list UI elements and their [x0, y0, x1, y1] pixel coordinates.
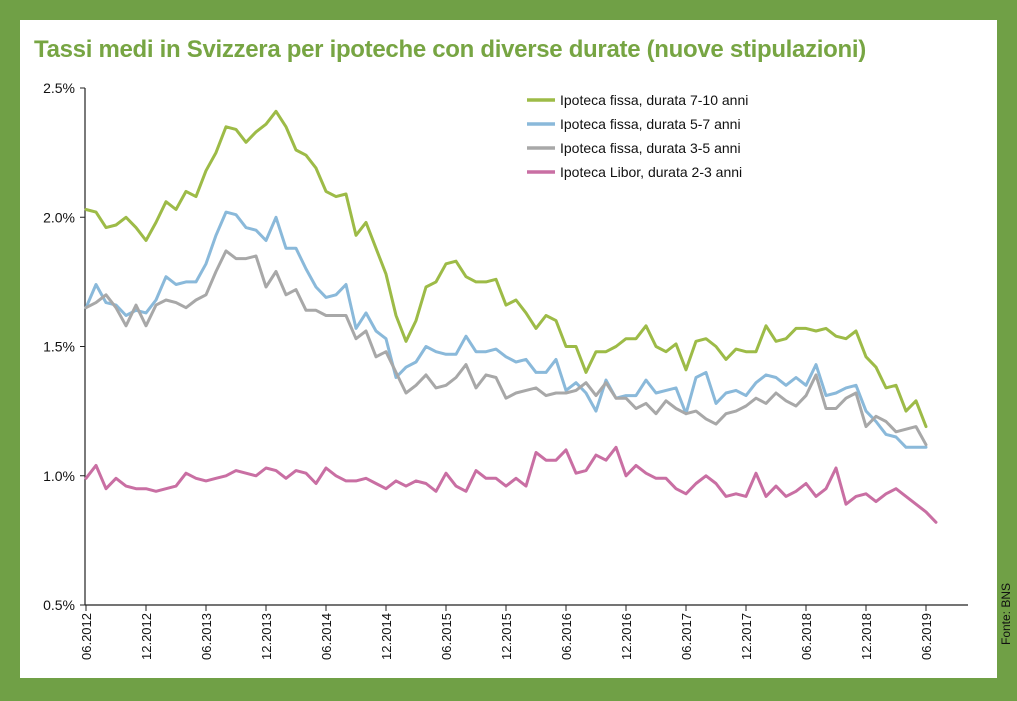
x-tick-label: 06.2013 [199, 613, 214, 660]
y-tick-label: 2.0% [43, 209, 75, 225]
x-tick-label: 12.2014 [379, 613, 394, 660]
y-tick-label: 1.0% [43, 468, 75, 484]
chart-axes [84, 88, 968, 606]
x-tick-label: 06.2012 [79, 613, 94, 660]
series-line-4 [84, 445, 938, 524]
y-tick-label: 0.5% [43, 597, 75, 613]
legend-label: Ipoteca fissa, durata 3-5 anni [560, 140, 741, 156]
x-tick-label: 06.2018 [799, 613, 814, 660]
source-note: Fonte: BNS [999, 582, 1013, 645]
x-tick-label: 12.2016 [619, 613, 634, 660]
y-tick-label: 1.5% [43, 339, 75, 355]
chart-panel: Tassi medi in Svizzera per ipoteche con … [20, 20, 997, 678]
y-ticks: 0.5% 1.0% 1.5% 2.0% 2.5% [43, 80, 85, 613]
x-tick-label: 06.2019 [919, 613, 934, 660]
legend-label: Ipoteca fissa, durata 5-7 anni [560, 116, 741, 132]
legend-label: Ipoteca Libor, durata 2-3 anni [560, 164, 742, 180]
series-line-2 [84, 210, 928, 449]
y-tick-label: 2.5% [43, 80, 75, 96]
x-tick-label: 06.2017 [679, 613, 694, 660]
series-line-3 [84, 249, 928, 447]
chart-title: Tassi medi in Svizzera per ipoteche con … [34, 36, 866, 63]
legend-label: Ipoteca fissa, durata 7-10 anni [560, 92, 748, 108]
x-tick-label: 12.2018 [859, 613, 874, 660]
x-tick-label: 06.2016 [559, 613, 574, 660]
x-tick-label: 12.2012 [139, 613, 154, 660]
x-tick-label: 12.2015 [499, 613, 514, 660]
x-tick-label: 06.2015 [439, 613, 454, 660]
x-tick-label: 12.2017 [739, 613, 754, 660]
x-tick-label: 06.2014 [319, 613, 334, 660]
series-lines [84, 109, 938, 524]
x-tick-label: 12.2013 [259, 613, 274, 660]
series-line-1 [84, 109, 928, 429]
legend: Ipoteca fissa, durata 7-10 anni Ipoteca f… [527, 92, 748, 180]
x-ticks: 06.2012 12.2012 06.2013 12.2013 06.2014 12.20… [79, 605, 934, 660]
